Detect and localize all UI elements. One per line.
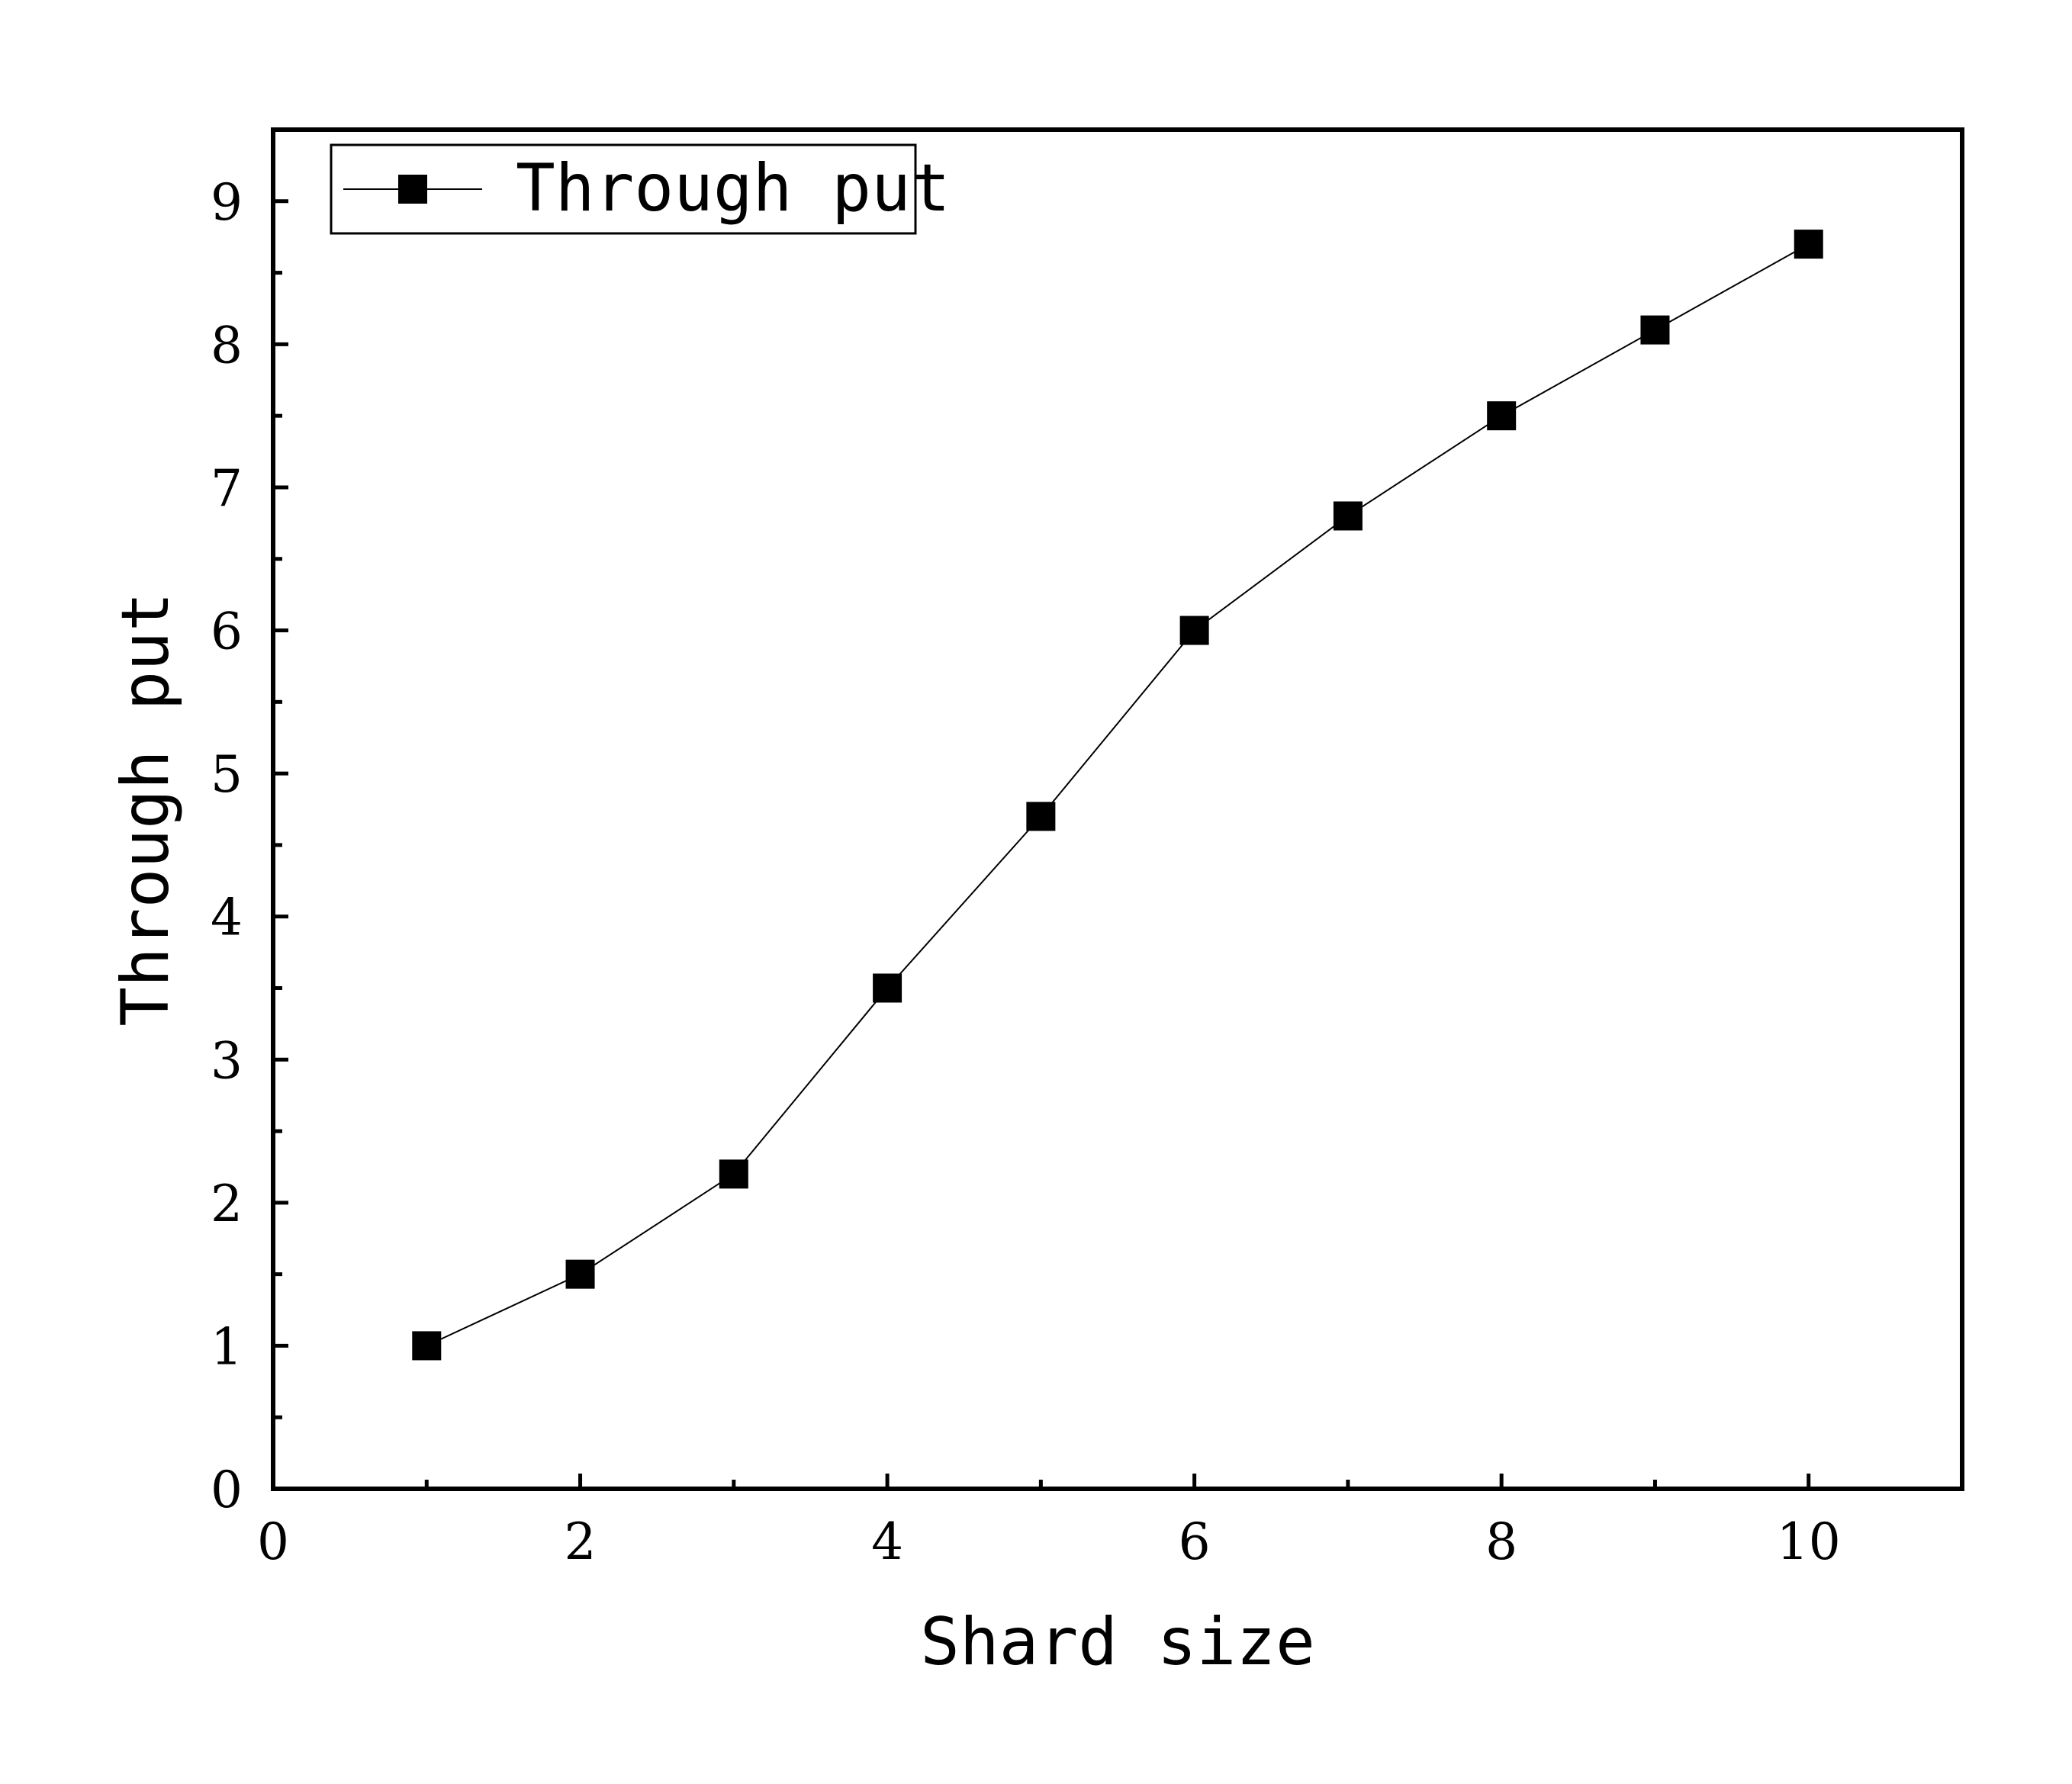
x-axis-title: Shard size (920, 1604, 1315, 1680)
series-layer (412, 230, 1823, 1361)
data-point-marker (1487, 401, 1517, 431)
y-tick-label: 5 (211, 745, 243, 804)
y-tick-label: 8 (211, 316, 243, 374)
data-point-marker (873, 973, 902, 1003)
x-tick-label: 0 (257, 1512, 289, 1571)
data-point-marker (412, 1331, 442, 1361)
x-tick-label: 8 (1485, 1512, 1517, 1571)
x-tick-label: 2 (565, 1512, 597, 1571)
y-tick-label: 2 (211, 1175, 243, 1233)
y-tick-label: 4 (211, 889, 243, 947)
data-point-marker (1640, 315, 1670, 345)
legend: Through put (330, 143, 951, 235)
ticks-layer: 0 2 4 6 8 10 0 1 2 3 4 5 6 7 8 9 (211, 127, 1841, 1571)
data-point-marker (565, 1259, 595, 1289)
plot-frame (271, 127, 1964, 1491)
y-tick-label: 0 (211, 1461, 243, 1519)
y-tick-label: 1 (211, 1317, 243, 1376)
series-line (426, 243, 1810, 1347)
y-axis-title: Through put (108, 592, 184, 1027)
y-tick-label: 9 (211, 173, 243, 232)
data-point-marker (719, 1159, 748, 1189)
data-point-marker (1333, 501, 1363, 531)
y-tick-label: 3 (211, 1031, 243, 1090)
x-tick-label: 4 (871, 1512, 903, 1571)
legend-label: Through put (516, 150, 951, 227)
data-point-marker (1026, 802, 1056, 831)
x-tick-label: 6 (1179, 1512, 1211, 1571)
y-tick-label: 7 (211, 459, 243, 518)
x-tick-label: 10 (1777, 1512, 1841, 1571)
y-tick-label: 6 (211, 603, 243, 661)
data-point-marker (1179, 616, 1209, 645)
data-point-marker (1794, 230, 1823, 259)
legend-marker-swatch (398, 175, 427, 204)
